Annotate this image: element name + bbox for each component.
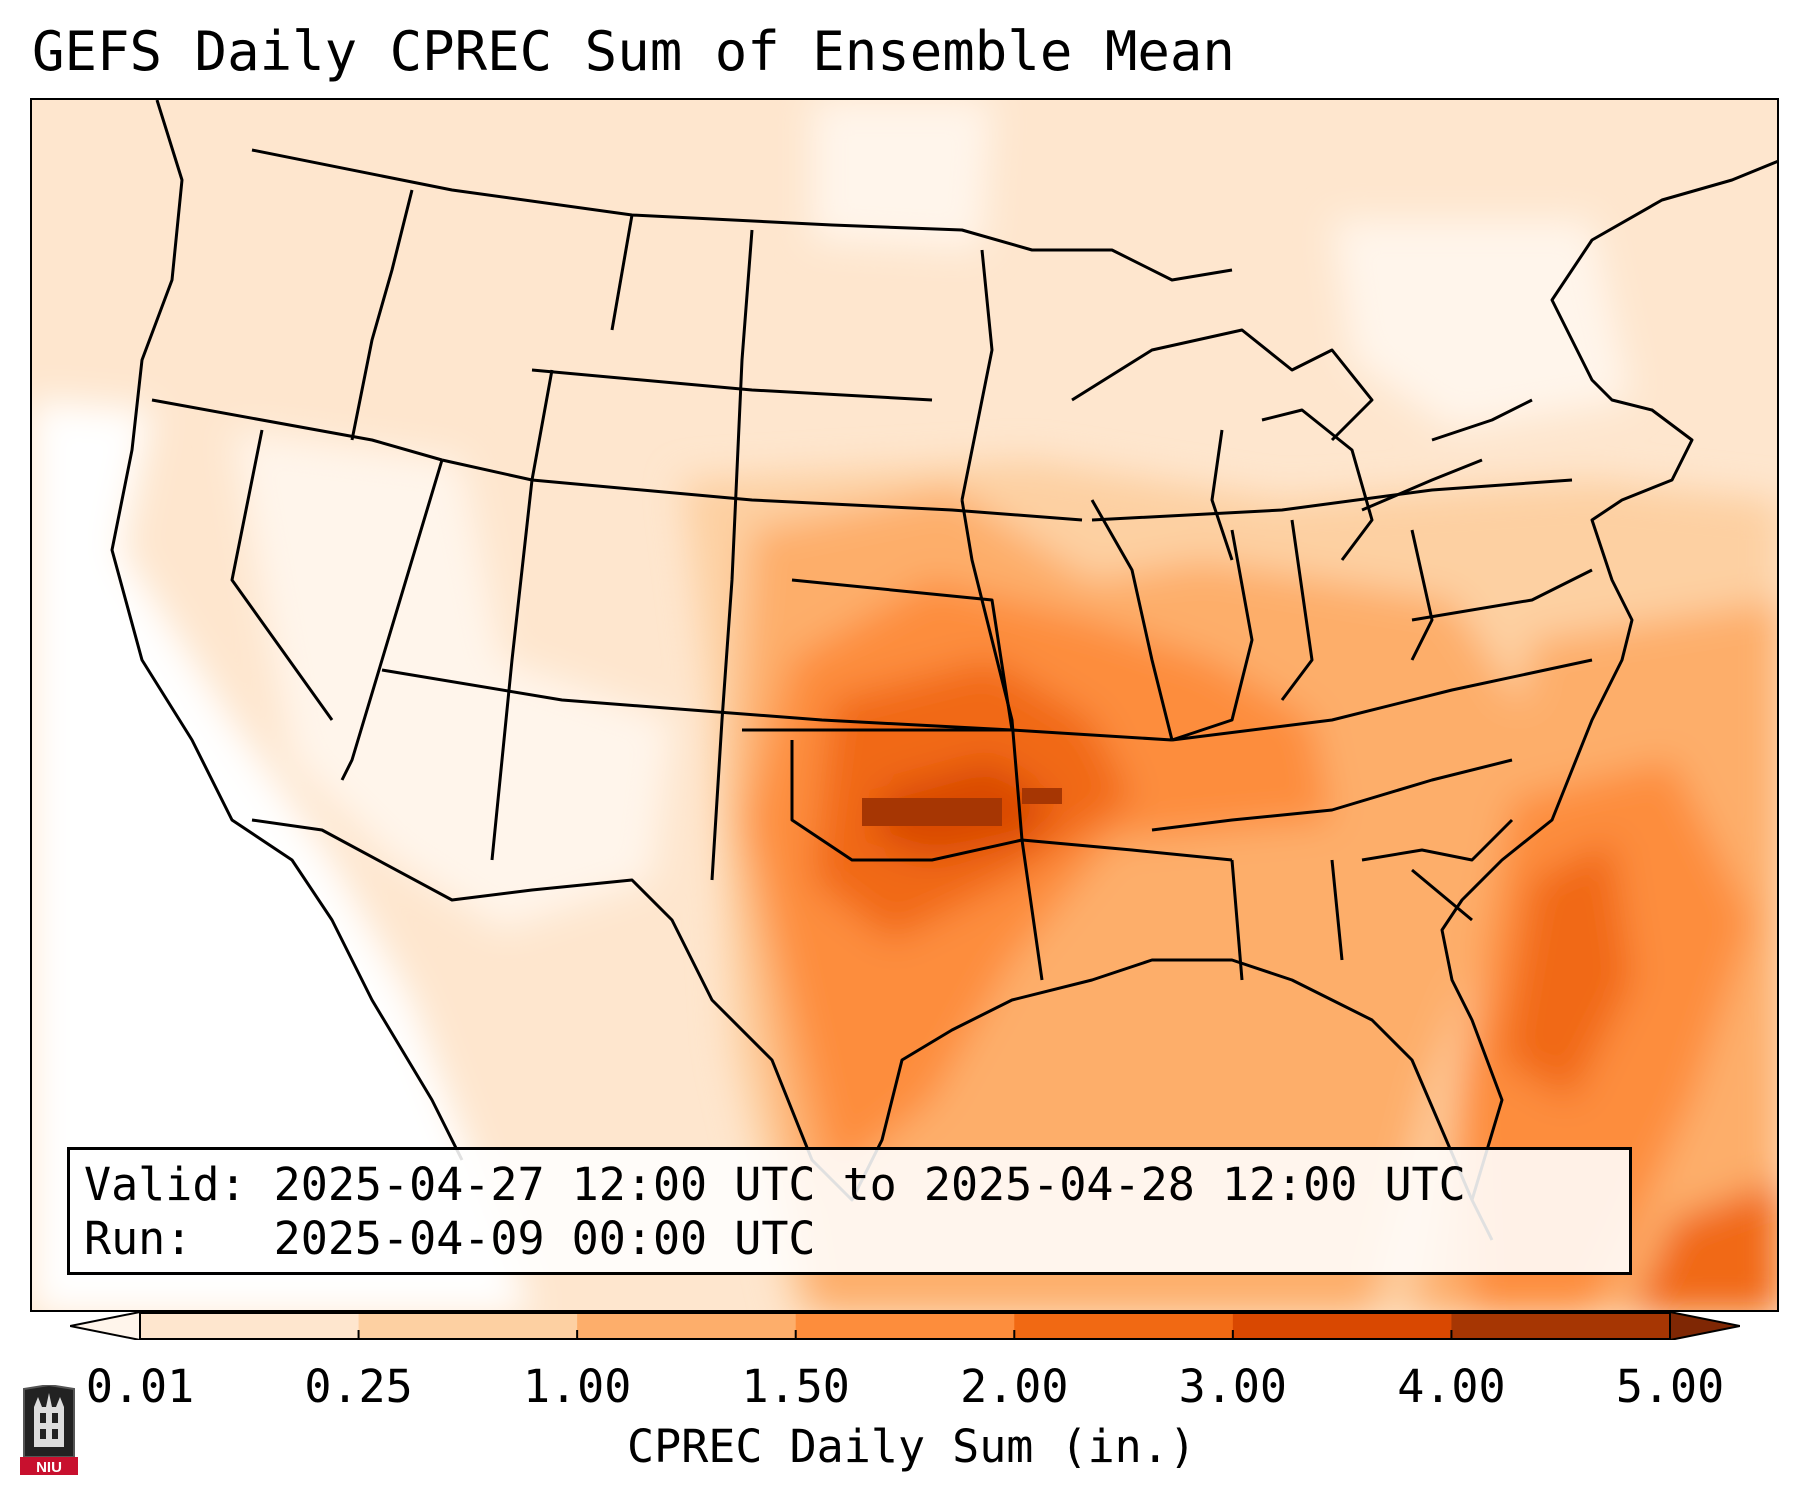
colorbar-label: CPREC Daily Sum (in.) bbox=[627, 1420, 1196, 1473]
max-precip-core-2 bbox=[1022, 788, 1062, 804]
colorbar-extend-min bbox=[69, 1310, 141, 1342]
colorbar-tick-label: 4.00 bbox=[1397, 1360, 1506, 1413]
colorbar-extend-max bbox=[1669, 1310, 1741, 1342]
colorbar-segment bbox=[358, 1312, 578, 1340]
colorbar-segment bbox=[1451, 1312, 1671, 1340]
colorbar-tick-label: 3.00 bbox=[1178, 1360, 1288, 1413]
colorbar-tick-label: 5.00 bbox=[1615, 1360, 1725, 1413]
colorbar bbox=[69, 1310, 1741, 1342]
colorbar-tick-label: 0.01 bbox=[85, 1360, 195, 1413]
valid-time-range: 2025-04-27 12:00 UTC to 2025-04-28 12:00… bbox=[273, 1158, 1466, 1211]
precipitation-map bbox=[30, 98, 1779, 1312]
colorbar-segment bbox=[140, 1312, 360, 1340]
colorbar-tick-label: 2.00 bbox=[960, 1360, 1069, 1413]
colorbar-tick-label: 1.00 bbox=[522, 1360, 632, 1413]
niu-logo: NIU bbox=[20, 1383, 78, 1481]
precip-field bbox=[32, 100, 1777, 1310]
colorbar-segment bbox=[1232, 1312, 1452, 1340]
valid-label: Valid: bbox=[84, 1158, 247, 1211]
colorbar-segment bbox=[1014, 1312, 1234, 1340]
state-borders bbox=[110, 100, 1777, 1241]
colorbar-segment bbox=[795, 1312, 1015, 1340]
colorbar-segment bbox=[577, 1312, 797, 1340]
colorbar-svg bbox=[69, 1310, 1741, 1342]
colorbar-tick-label: 0.25 bbox=[304, 1360, 413, 1413]
valid-run-info-box: Valid: 2025-04-27 12:00 UTC to 2025-04-2… bbox=[67, 1147, 1632, 1275]
colorbar-frame bbox=[139, 1312, 1671, 1340]
colorbar-tick-label: 1.50 bbox=[741, 1360, 850, 1413]
svg-text:NIU: NIU bbox=[36, 1459, 62, 1476]
chart-title: GEFS Daily CPREC Sum of Ensemble Mean bbox=[32, 20, 1235, 83]
run-time: 2025-04-09 00:00 UTC bbox=[273, 1212, 816, 1265]
map-svg bbox=[32, 100, 1777, 1310]
run-label: Run: bbox=[84, 1212, 193, 1265]
max-precip-core bbox=[862, 798, 1002, 826]
